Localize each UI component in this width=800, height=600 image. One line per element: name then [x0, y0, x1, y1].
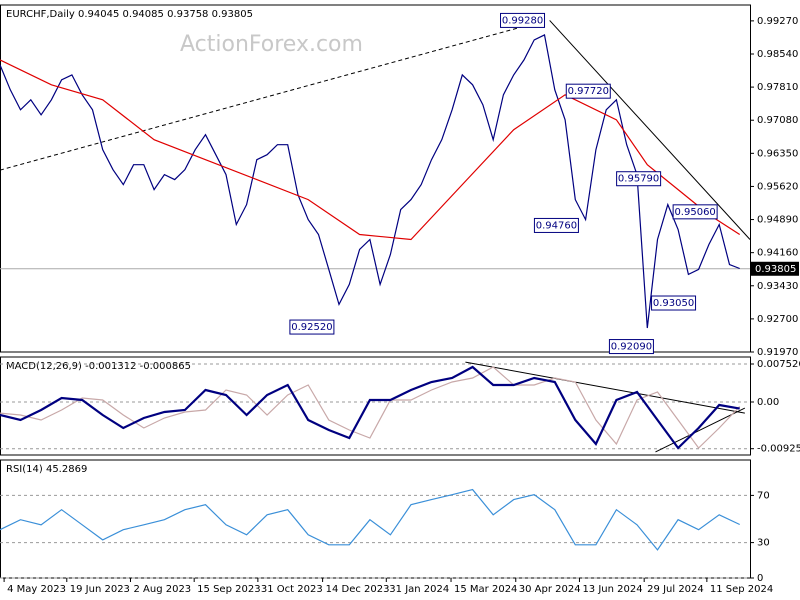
annotation-box — [533, 217, 579, 233]
pane-title: MACD(12,26,9) -0.001312 -0.000865 — [6, 361, 191, 372]
y-tick-label: 0.96350 — [757, 148, 798, 159]
pane-frame — [0, 356, 751, 456]
annotation-box — [616, 171, 662, 187]
y-tick-label: 0 — [757, 573, 763, 584]
series-line — [0, 366, 741, 449]
annotation-label: 0.95790 — [618, 174, 659, 185]
x-tick-label: 31 Jan 2024 — [389, 584, 449, 595]
trendline — [0, 19, 546, 171]
series-line — [0, 365, 740, 450]
series-line — [0, 488, 740, 551]
y-tick-label: 0.95620 — [757, 181, 798, 192]
x-tick-label: 4 May 2023 — [7, 584, 66, 595]
x-tick-label: 14 Dec 2023 — [326, 584, 390, 595]
annotation-box — [651, 295, 697, 311]
last-price-box — [751, 261, 799, 276]
x-tick-label: 13 Jun 2024 — [582, 584, 642, 595]
trendline — [465, 361, 745, 414]
y-tick-label: 0.92700 — [757, 314, 798, 325]
y-tick-label: -0.009252 — [757, 444, 800, 455]
y-tick-label: 0.97810 — [757, 82, 798, 93]
annotation-label: 0.95060 — [674, 207, 715, 218]
x-tick-label: 15 Sep 2023 — [197, 584, 260, 595]
pane-frame — [0, 459, 751, 579]
y-tick-label: 0.94890 — [757, 215, 798, 226]
x-tick-label: 19 Jun 2023 — [70, 584, 130, 595]
series-line — [0, 34, 740, 329]
annotation-label: 0.92520 — [291, 322, 332, 333]
annotation-label: 0.93050 — [653, 298, 694, 309]
annotation-box — [500, 12, 546, 28]
y-tick-label: 0.98540 — [757, 49, 798, 60]
trendline — [549, 20, 751, 240]
trendline — [655, 407, 746, 453]
annotation-box — [565, 83, 611, 99]
y-tick-label: 0.00 — [757, 397, 779, 408]
watermark: ActionForex.com — [180, 32, 363, 57]
annotation-box — [672, 204, 718, 220]
annotation-box — [289, 319, 335, 335]
pane-title: EURCHF,Daily 0.94045 0.94085 0.93758 0.9… — [6, 9, 253, 20]
x-tick-label: 29 Jul 2024 — [647, 584, 704, 595]
y-tick-label: 30 — [757, 538, 770, 549]
y-tick-label: 70 — [757, 490, 770, 501]
annotation-box — [608, 339, 654, 355]
y-tick-label: 0.93430 — [757, 281, 798, 292]
y-tick-label: 0.99270 — [757, 16, 798, 27]
y-tick-label: 0.94160 — [757, 248, 798, 259]
pane-frame — [0, 4, 751, 353]
annotation-label: 0.94760 — [536, 220, 577, 231]
y-tick-label: 0.91970 — [757, 347, 798, 358]
annotation-label: 0.92090 — [611, 342, 652, 353]
x-tick-label: 31 Oct 2023 — [261, 584, 323, 595]
x-tick-label: 2 Aug 2023 — [133, 584, 191, 595]
annotation-label: 0.97720 — [568, 86, 609, 97]
x-tick-label: 11 Sep 2024 — [710, 584, 773, 595]
annotation-label: 0.99280 — [502, 15, 543, 26]
last-price-label: 0.93805 — [755, 264, 796, 275]
y-tick-label: 0.97080 — [757, 115, 798, 126]
pane-title: RSI(14) 45.2869 — [6, 464, 87, 475]
x-tick-label: 30 Apr 2024 — [519, 584, 581, 595]
y-tick-label: 0.007526 — [757, 359, 800, 370]
x-tick-label: 15 Mar 2024 — [454, 584, 517, 595]
